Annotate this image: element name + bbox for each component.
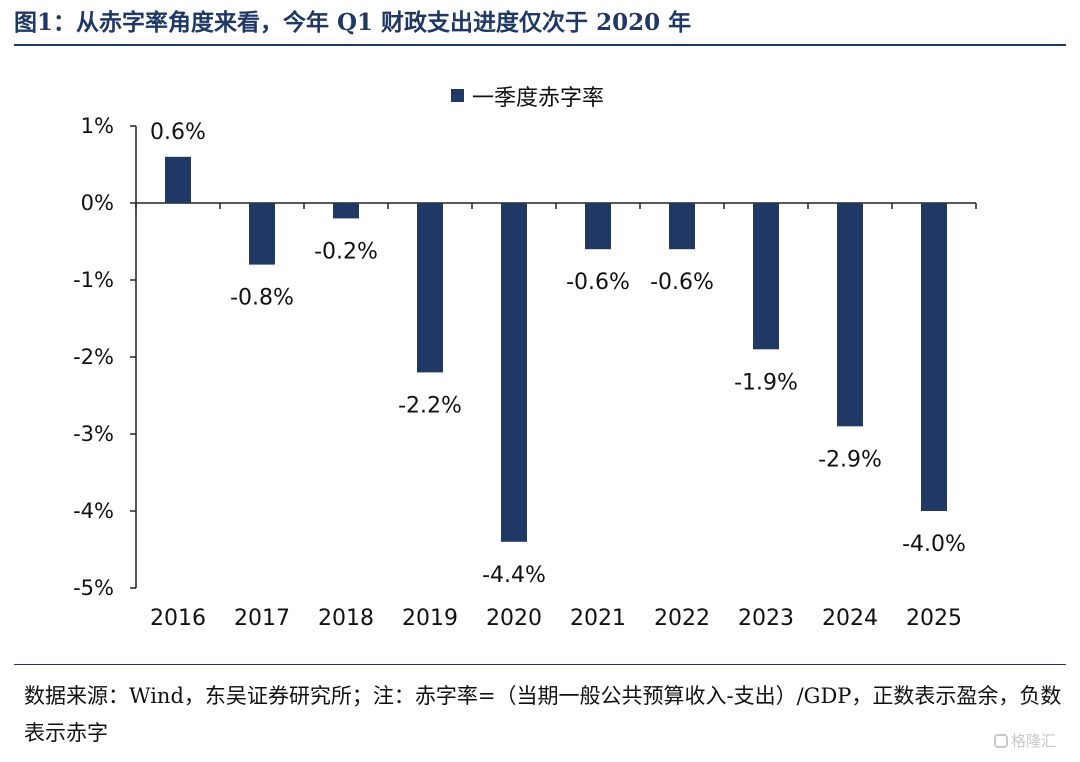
data-label: -0.6% [566,270,630,295]
data-label: -4.4% [482,563,546,588]
x-category-label: 2021 [570,606,626,631]
x-category-label: 2018 [318,606,374,631]
bar-2019 [417,203,443,373]
figure-title: 图1：从赤字率角度来看，今年 Q1 财政支出进度仅次于 2020 年 [14,9,692,36]
x-category-label: 2017 [234,606,290,631]
footer-divider [14,664,1066,665]
x-category-label: 2022 [654,606,710,631]
legend-swatch [451,89,464,102]
data-label: -1.9% [734,370,798,395]
x-category-label: 2024 [822,606,878,631]
bar-2018 [333,203,359,219]
data-label: -0.6% [650,270,714,295]
bar-2025 [921,203,947,511]
y-tick-label: 1% [81,114,114,138]
bar-2017 [249,203,275,265]
data-label: -2.9% [818,447,882,472]
watermark: 格隆汇 [994,730,1056,751]
deficit-rate-bar-chart: 一季度赤字率 1% 0% -1% -2% -3% -4% -5% 0.6% 2016 -0.8% 20… [73,86,977,631]
x-category-label: 2025 [906,606,962,631]
watermark-logo-icon [994,733,1008,748]
data-label: -0.2% [314,239,378,264]
data-label: -2.2% [398,393,462,418]
x-category-label: 2020 [486,606,542,631]
y-tick-label: -2% [73,345,114,369]
data-label: -0.8% [230,286,294,311]
watermark-text: 格隆汇 [1011,732,1057,750]
bar-2022 [669,203,695,250]
bar-2023 [753,203,779,350]
y-tick-label: -3% [73,422,114,446]
x-category-label: 2023 [738,606,794,631]
bar-2020 [501,203,527,542]
source-note: 数据来源：Wind，东吴证券研究所；注：赤字率=（当期一般公共预算收入-支出）/… [24,684,1062,745]
y-tick-label: 0% [81,191,114,215]
y-tick-label: -1% [73,268,114,292]
y-tick-label: -4% [73,499,114,523]
legend-label: 一季度赤字率 [472,86,604,111]
x-category-label: 2016 [150,606,206,631]
y-tick-label: -5% [73,576,114,600]
bar-2016 [165,156,191,203]
data-label: -4.0% [902,532,966,557]
title-divider [14,44,1066,46]
bar-2021 [585,203,611,250]
bar-2024 [837,203,863,427]
x-category-label: 2019 [402,606,458,631]
data-label: 0.6% [150,120,206,145]
